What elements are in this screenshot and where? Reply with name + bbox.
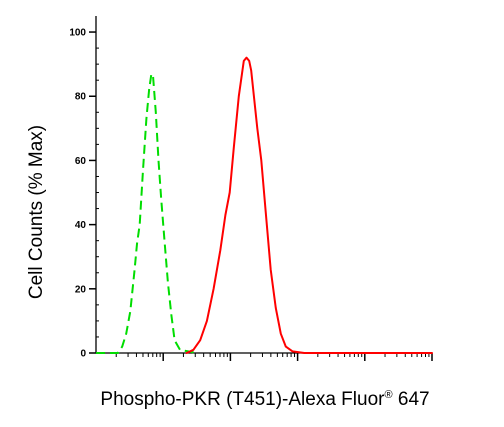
y-axis-label: Cell Counts (% Max) — [26, 125, 47, 299]
x-axis-label-main: Phospho-PKR (T451)-Alexa Fluor — [100, 389, 385, 410]
x-axis-label: Phospho-PKR (T451)-Alexa Fluor® 647 — [100, 389, 429, 410]
y-tick-label-0: 0 — [80, 349, 86, 360]
y-tick-label-60: 60 — [75, 156, 87, 167]
y-tick-label-40: 40 — [75, 220, 87, 231]
x-axis-label-registered-mark: ® — [384, 389, 392, 401]
y-tick-label-20: 20 — [75, 284, 87, 295]
x-axis-label-tail: 647 — [393, 389, 430, 410]
series-layer — [96, 56, 433, 354]
y-tick-label-80: 80 — [75, 92, 87, 103]
axis-ticks: 0 20 40 60 80 100 — [69, 28, 433, 361]
stained-histogram-line — [185, 56, 433, 354]
y-tick-label-100: 100 — [69, 28, 86, 39]
control-histogram-line — [96, 72, 197, 354]
